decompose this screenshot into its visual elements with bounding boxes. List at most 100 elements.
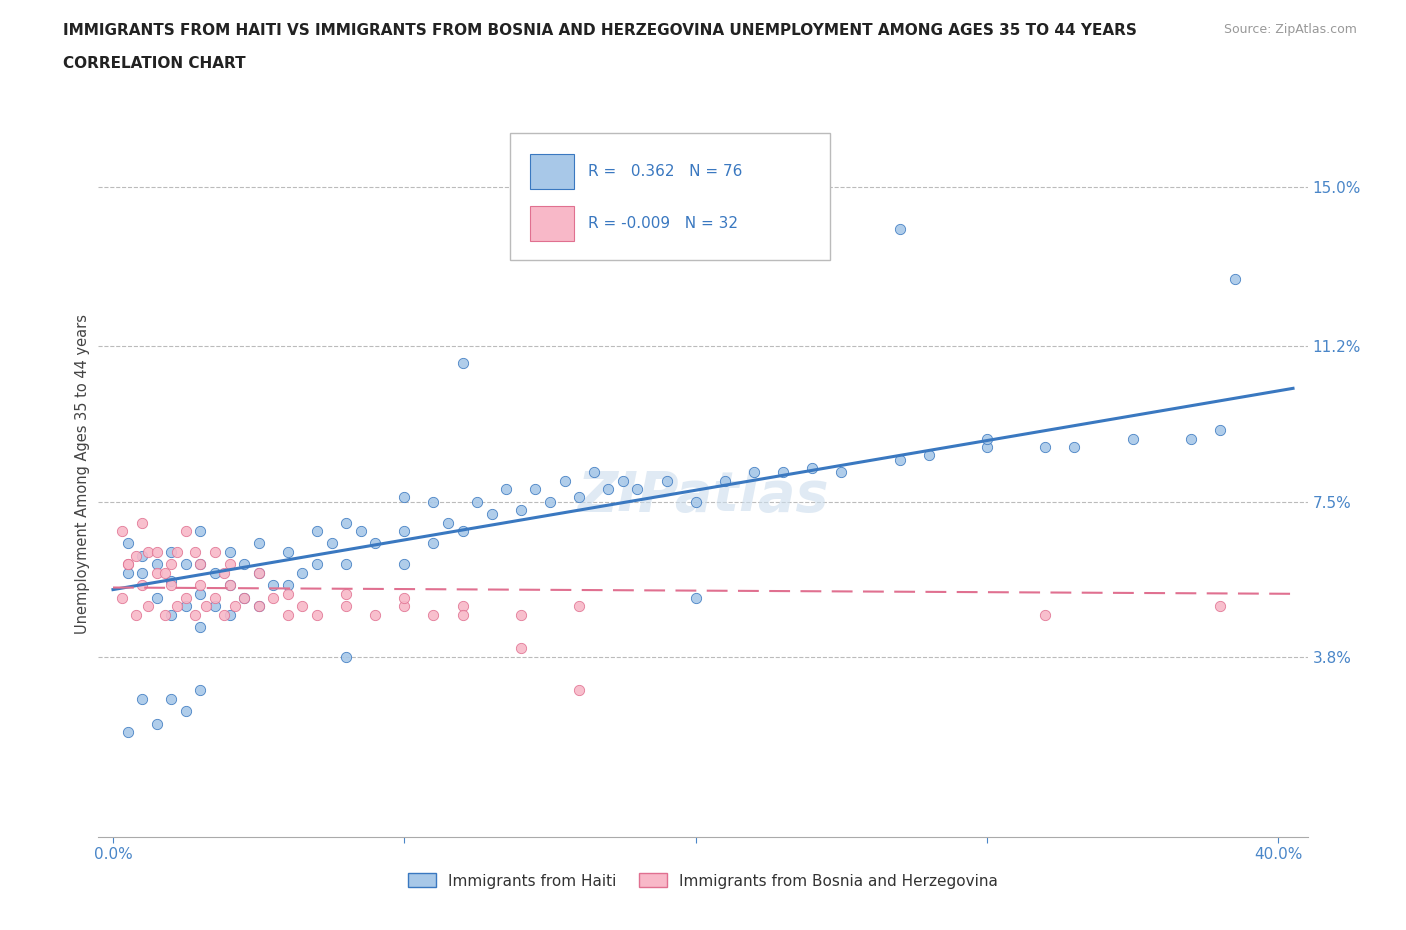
FancyBboxPatch shape <box>509 133 830 260</box>
Point <box>247 565 270 580</box>
Point <box>190 620 212 635</box>
Point <box>174 599 197 614</box>
Point <box>160 557 183 572</box>
Point <box>160 574 183 589</box>
Point <box>422 494 444 509</box>
Point <box>1223 272 1246 286</box>
Point <box>976 440 998 455</box>
Point <box>277 578 299 592</box>
Point <box>117 536 139 551</box>
Point <box>195 599 218 614</box>
Point <box>218 607 240 622</box>
Point <box>509 607 531 622</box>
Point <box>145 565 167 580</box>
Point <box>422 536 444 551</box>
Point <box>204 544 226 559</box>
Bar <box>530 154 574 189</box>
Point <box>685 591 707 605</box>
Point <box>190 683 212 698</box>
Point <box>1209 599 1232 614</box>
Point <box>451 524 474 538</box>
Point <box>136 599 159 614</box>
Point <box>131 578 153 592</box>
Point <box>204 599 226 614</box>
Point <box>612 473 634 488</box>
Point <box>204 565 226 580</box>
Point <box>247 599 270 614</box>
Point <box>451 599 474 614</box>
Point <box>174 591 197 605</box>
Point <box>801 460 824 475</box>
Point <box>117 724 139 739</box>
Point <box>772 465 794 480</box>
Point <box>218 578 240 592</box>
Text: ZIPatlas: ZIPatlas <box>578 469 828 523</box>
Point <box>233 591 256 605</box>
Point <box>262 578 284 592</box>
Point <box>509 502 531 517</box>
Point <box>889 221 911 236</box>
Point <box>224 599 246 614</box>
Point <box>233 591 256 605</box>
Point <box>1209 423 1232 438</box>
Point <box>174 557 197 572</box>
Point <box>247 599 270 614</box>
Point <box>524 482 547 497</box>
Point <box>190 578 212 592</box>
Point <box>305 524 328 538</box>
Point <box>742 465 765 480</box>
Point <box>465 494 488 509</box>
Point <box>277 586 299 601</box>
Point <box>394 524 416 538</box>
Point <box>321 536 343 551</box>
Point <box>131 565 153 580</box>
Point <box>145 557 167 572</box>
Point <box>218 544 240 559</box>
Point <box>335 586 357 601</box>
Point <box>247 565 270 580</box>
Point <box>568 683 591 698</box>
Point <box>125 549 148 564</box>
Point <box>509 641 531 656</box>
Point <box>131 549 153 564</box>
Point <box>160 691 183 706</box>
Point <box>190 557 212 572</box>
Point <box>174 524 197 538</box>
Point <box>598 482 620 497</box>
Point <box>145 716 167 731</box>
Point <box>136 544 159 559</box>
Point <box>976 432 998 446</box>
Point <box>262 591 284 605</box>
Point <box>218 578 240 592</box>
Point <box>495 482 517 497</box>
Point <box>145 591 167 605</box>
Point <box>160 544 183 559</box>
Point <box>1063 440 1085 455</box>
Point <box>568 490 591 505</box>
Point <box>582 465 605 480</box>
Point <box>117 565 139 580</box>
Point <box>1122 432 1144 446</box>
Point <box>830 465 852 480</box>
Point <box>394 490 416 505</box>
Point <box>160 578 183 592</box>
Text: Source: ZipAtlas.com: Source: ZipAtlas.com <box>1223 23 1357 36</box>
Point <box>145 544 167 559</box>
Text: IMMIGRANTS FROM HAITI VS IMMIGRANTS FROM BOSNIA AND HERZEGOVINA UNEMPLOYMENT AMO: IMMIGRANTS FROM HAITI VS IMMIGRANTS FROM… <box>63 23 1137 38</box>
Point <box>364 607 387 622</box>
Text: R = -0.009   N = 32: R = -0.009 N = 32 <box>588 216 738 231</box>
Point <box>1033 607 1056 622</box>
Point <box>247 536 270 551</box>
Point <box>212 565 235 580</box>
Point <box>305 607 328 622</box>
Point <box>218 557 240 572</box>
Point <box>335 557 357 572</box>
Point <box>1033 440 1056 455</box>
Point <box>190 586 212 601</box>
Point <box>277 544 299 559</box>
Point <box>166 544 188 559</box>
Point <box>655 473 678 488</box>
Point <box>155 607 177 622</box>
Point <box>117 557 139 572</box>
Point <box>350 524 373 538</box>
